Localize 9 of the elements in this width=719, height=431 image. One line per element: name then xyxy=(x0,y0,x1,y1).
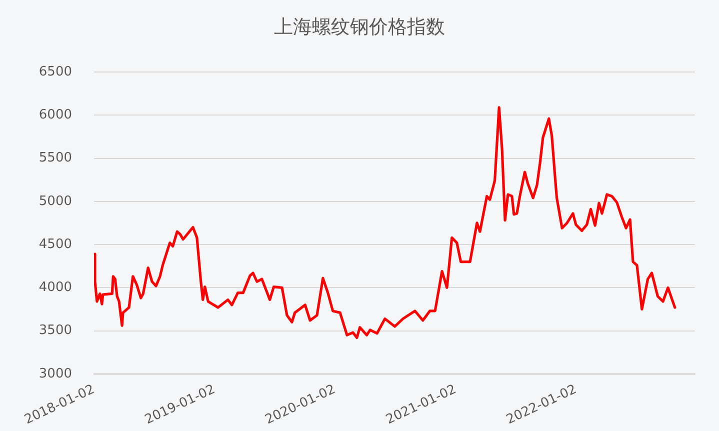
y-tick-label: 6500 xyxy=(38,64,72,80)
chart-title: 上海螺纹钢价格指数 xyxy=(273,15,446,40)
y-tick-label: 5500 xyxy=(38,150,72,166)
y-tick-label: 4000 xyxy=(38,280,72,296)
y-tick-label: 3500 xyxy=(38,323,72,338)
y-tick-label: 3000 xyxy=(38,366,72,382)
y-tick-label: 4500 xyxy=(38,236,72,252)
y-tick-label: 5000 xyxy=(38,194,72,209)
y-tick-label: 6000 xyxy=(38,108,72,123)
